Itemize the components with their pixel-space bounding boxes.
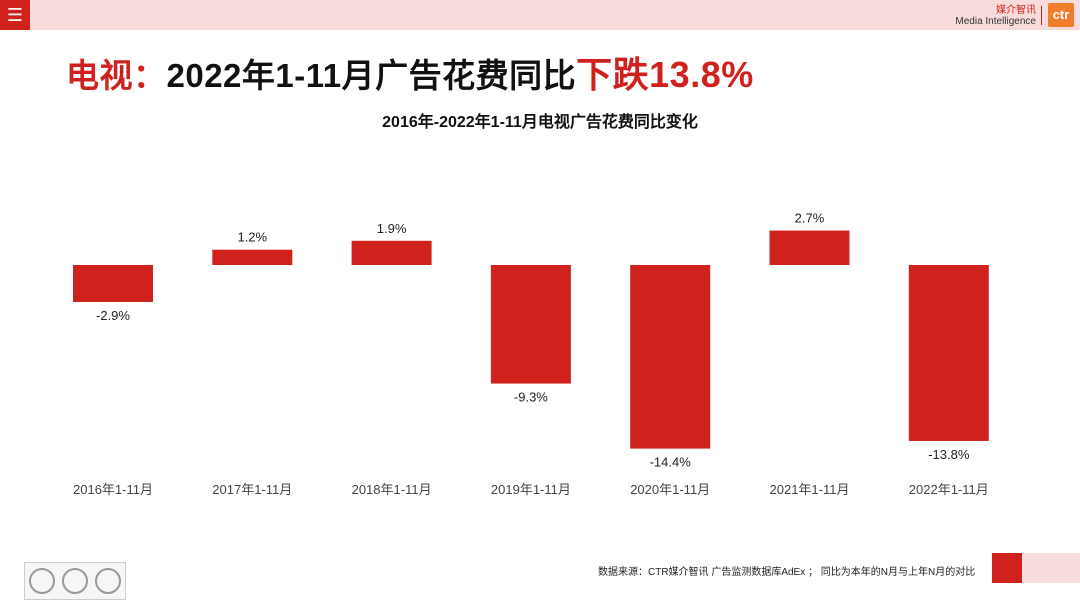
bar-3 xyxy=(490,265,571,384)
data-label-6: -13.8% xyxy=(928,447,970,462)
data-label-3: -9.3% xyxy=(514,390,548,405)
headline-value: 13.8% xyxy=(649,54,754,95)
category-label-5: 2021年1-11月 xyxy=(770,482,850,497)
bar-4 xyxy=(630,265,711,449)
data-label-4: -14.4% xyxy=(650,455,692,470)
data-source-note: 数据来源：CTR媒介智讯 广告监测数据库AdEx ； 同比为本年的N月与上年N月… xyxy=(598,567,976,578)
category-label-1: 2017年1-11月 xyxy=(212,482,292,497)
sgs-certification-logos xyxy=(24,562,126,600)
menu-icon[interactable]: ☰ xyxy=(0,0,30,30)
headline-media: 电视： xyxy=(66,57,167,94)
category-label-3: 2019年1-11月 xyxy=(491,482,571,497)
bar-6 xyxy=(908,265,989,441)
brand-cn: 媒介智讯 xyxy=(996,5,1036,16)
brand-en: Media Intelligence xyxy=(955,16,1036,27)
category-label-6: 2022年1-11月 xyxy=(909,482,989,497)
sgs-seal-icon xyxy=(28,568,55,594)
bar-0 xyxy=(73,265,153,302)
category-label-4: 2020年1-11月 xyxy=(630,482,710,497)
data-label-2: 1.9% xyxy=(377,221,407,236)
category-label-2: 2018年1-11月 xyxy=(352,482,432,497)
footer-accent-pink xyxy=(1022,553,1080,583)
data-label-0: -2.9% xyxy=(96,308,130,323)
brand-divider xyxy=(1041,6,1042,25)
headline-period: 2022年1-11月广告花费同比 xyxy=(166,57,577,94)
ctr-logo: ctr xyxy=(1048,3,1074,27)
footer-accent-red xyxy=(992,553,1022,583)
brand-text: 媒介智讯 Media Intelligence xyxy=(955,5,1036,28)
top-bar xyxy=(0,0,1080,30)
bar-2 xyxy=(351,240,432,265)
bar-5 xyxy=(769,230,850,265)
data-label-5: 2.7% xyxy=(795,211,825,226)
chart-title: 2016年-2022年1-11月电视广告花费同比变化 xyxy=(382,114,698,131)
category-label-0: 2016年1-11月 xyxy=(73,482,153,497)
bar-1 xyxy=(212,249,293,265)
page-headline: 电视：2022年1-11月广告花费同比下跌13.8% xyxy=(66,46,754,98)
sgs-seal-icon xyxy=(95,568,122,594)
headline-trend: 下跌 xyxy=(576,54,650,95)
data-label-1: 1.2% xyxy=(237,230,267,245)
sgs-seal-icon xyxy=(61,568,88,594)
